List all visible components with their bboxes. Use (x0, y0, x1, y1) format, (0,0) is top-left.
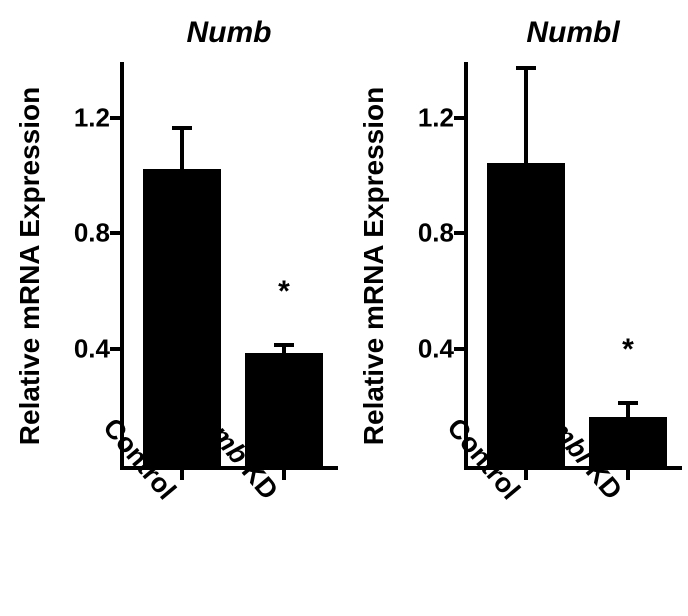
numb-panel: 0.40.81.2Control*Numb KD Numb Relative mRN… (0, 0, 356, 616)
numbl-kd-bar-significance: * (622, 333, 634, 367)
numbl-panel-ylabel: Relative mRNA Expression (358, 87, 390, 445)
numb-kd-bar (245, 353, 323, 466)
numb-panel-ytick-label: 0.4 (74, 333, 110, 364)
numb-panel-plot: 0.40.81.2Control*Numb KD (120, 62, 338, 470)
numb-panel-ytick-label: 1.2 (74, 102, 110, 133)
numbl-panel-title: Numbl (526, 16, 619, 50)
numbl-kd-bar-error (626, 403, 630, 417)
numbl-panel-ytick-label: 0.8 (418, 218, 454, 249)
numbl-panel-plot: 0.40.81.2Control*Numbl KD (464, 62, 682, 470)
numbl-kd-bar-error-cap (618, 401, 638, 405)
numb-panel-title: Numb (187, 16, 272, 50)
numbl-panel-ytick-label: 0.4 (418, 333, 454, 364)
numbl-panel: 0.40.81.2Control*Numbl KD Numbl Relative m… (356, 0, 688, 616)
numbl-control-bar-error (524, 68, 528, 163)
numb-control-bar-error (180, 128, 184, 168)
numb-kd-bar-error-cap (274, 343, 294, 347)
numb-panel-ylabel: Relative mRNA Expression (14, 87, 46, 445)
numb-kd-bar-significance: * (278, 275, 290, 309)
numb-panel-ytick-label: 0.8 (74, 218, 110, 249)
numbl-control-bar-error-cap (516, 66, 536, 70)
numbl-panel-ytick-label: 1.2 (418, 102, 454, 133)
figure: 0.40.81.2Control*Numb KD Numb Relative mRN… (0, 0, 688, 616)
numb-control-bar-error-cap (172, 126, 192, 130)
